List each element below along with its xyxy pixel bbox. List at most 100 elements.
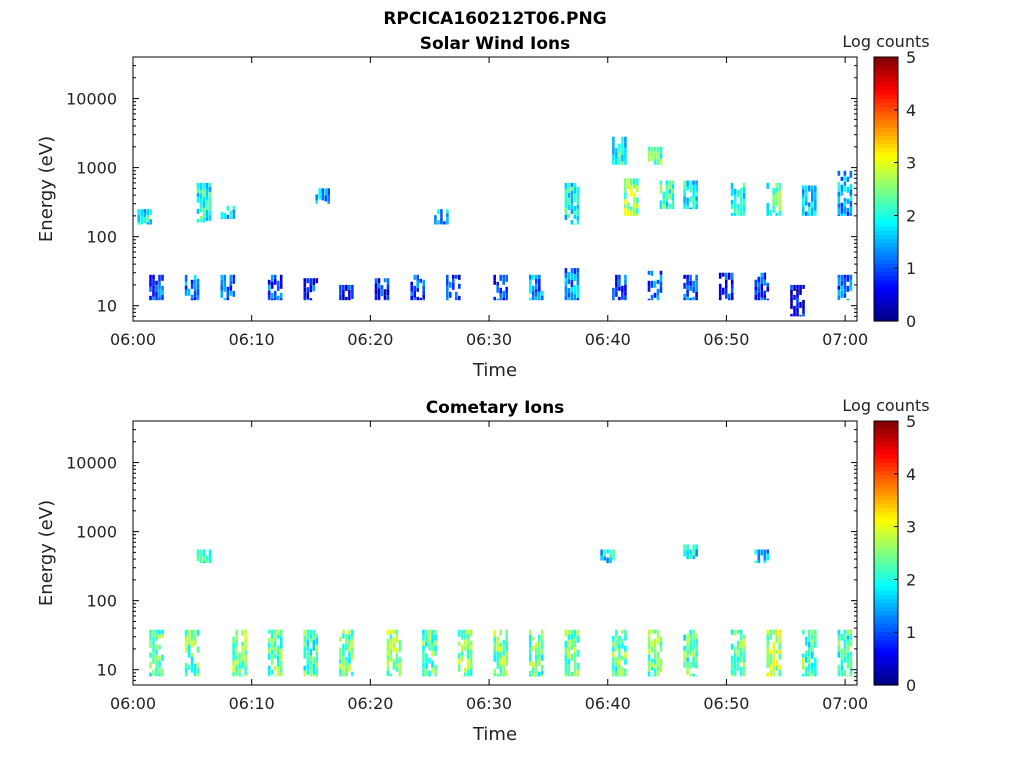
spectrogram-cell — [659, 658, 663, 666]
spectrogram-cell — [395, 647, 399, 654]
spectrogram-cell — [306, 287, 310, 293]
spectrogram-cell — [499, 658, 502, 666]
spectrogram-cell — [321, 193, 324, 201]
spectrogram-cell — [158, 281, 161, 286]
spectrogram-cell — [846, 635, 850, 640]
spectrogram-cell — [434, 640, 437, 646]
colorbar-segment — [874, 573, 898, 579]
spectrogram-cell — [695, 544, 698, 550]
spectrogram-cell — [267, 629, 271, 634]
spectrogram-cell — [802, 203, 805, 208]
spectrogram-cell — [348, 663, 351, 668]
spectrogram-cell — [769, 670, 772, 675]
spectrogram-cell — [805, 650, 808, 657]
spectrogram-cell — [686, 544, 689, 551]
spectrogram-cell — [630, 185, 633, 190]
colorbar-segment — [874, 482, 898, 488]
spectrogram-cell — [398, 656, 402, 663]
spectrogram-cell — [802, 657, 805, 665]
spectrogram-feature — [529, 274, 544, 301]
spectrogram-cell — [535, 660, 538, 668]
spectrogram-cell — [532, 673, 535, 677]
spectrogram-cell — [621, 655, 624, 661]
spectrogram-cell — [431, 633, 434, 638]
spectrogram-cell — [621, 292, 624, 300]
spectrogram-cell — [653, 280, 657, 288]
spectrogram-cell — [775, 635, 778, 643]
spectrogram-cell — [689, 280, 692, 286]
spectrogram-cell — [624, 136, 627, 143]
x-axis: 06:00 06:10 06:20 06:30 06:40 06:50 07:00 — [110, 57, 868, 349]
spectrogram-cell — [345, 656, 348, 661]
spectrogram-cell — [422, 298, 425, 301]
spectrogram-cell — [624, 192, 627, 200]
spectrogram-cell — [541, 664, 544, 671]
spectrogram-cell — [270, 638, 274, 643]
spectrogram-cell — [416, 287, 419, 292]
spectrogram-cell — [351, 653, 354, 660]
spectrogram-cell — [730, 212, 734, 216]
colorbar-segment — [874, 205, 898, 211]
spectrogram-cell — [437, 220, 440, 225]
spectrogram-cell — [184, 289, 188, 296]
spectrogram-cell — [650, 662, 654, 667]
spectrogram-cell — [754, 279, 758, 287]
spectrogram-cell — [152, 289, 155, 297]
spectrogram-cell — [686, 667, 689, 675]
spectrogram-cell — [695, 200, 698, 205]
spectrogram-cell — [618, 644, 621, 649]
spectrogram-cell — [772, 659, 775, 667]
spectrogram-cell — [772, 194, 775, 199]
spectrogram-cell — [502, 278, 505, 285]
spectrogram-cell — [309, 298, 313, 301]
spectrogram-cell — [425, 641, 428, 647]
colorbar-segment — [874, 222, 898, 227]
spectrogram-cell — [377, 283, 381, 289]
spectrogram-cell — [656, 151, 660, 159]
spectrogram-cell — [618, 635, 621, 640]
spectrogram-cell — [659, 641, 663, 647]
spectrogram-cell — [754, 299, 758, 301]
spectrogram-cell — [493, 636, 496, 643]
spectrogram-cell — [267, 642, 271, 648]
spectrogram-cell — [455, 296, 458, 301]
colorbar-segment — [874, 532, 898, 538]
spectrogram-cell — [276, 645, 280, 651]
spectrogram-cell — [339, 294, 342, 301]
spectrogram-cell — [538, 298, 541, 301]
spectrogram-cell — [570, 196, 574, 204]
spectrogram-cell — [270, 649, 274, 655]
spectrogram-feature — [493, 629, 508, 677]
spectrogram-cell — [647, 671, 651, 677]
spectrogram-cell — [757, 297, 761, 301]
colorbar-segment — [874, 110, 898, 116]
spectrogram-cell — [754, 290, 758, 295]
spectrogram-cell — [309, 664, 313, 671]
spectrogram-cell — [413, 285, 416, 291]
spectrogram-cell — [736, 656, 740, 662]
spectrogram-cell — [656, 162, 660, 165]
spectrogram-cell — [686, 661, 689, 668]
spectrogram-cell — [733, 207, 737, 213]
spectrogram-cell — [627, 202, 630, 210]
spectrogram-cell — [273, 290, 277, 297]
spectrogram-cell — [466, 638, 470, 644]
colorbar-segment — [874, 647, 898, 653]
spectrogram-cell — [618, 664, 621, 669]
spectrogram-cell — [739, 647, 743, 652]
spectrogram-cell — [208, 196, 212, 204]
spectrogram-cell — [683, 661, 686, 668]
spectrogram-cell — [529, 640, 532, 648]
spectrogram-cell — [659, 189, 663, 194]
spectrogram-cell — [199, 182, 203, 190]
spectrogram-cell — [808, 670, 811, 677]
spectrogram-cell — [161, 294, 164, 300]
spectrogram-cell — [564, 182, 568, 189]
spectrogram-cell — [505, 655, 508, 661]
spectrogram-feature — [564, 629, 580, 677]
spectrogram-cell — [653, 648, 657, 653]
colorbar-segment — [874, 172, 898, 178]
spectrogram-cell — [267, 279, 271, 285]
spectrogram-feature — [837, 170, 853, 216]
spectrogram-cell — [149, 274, 152, 282]
